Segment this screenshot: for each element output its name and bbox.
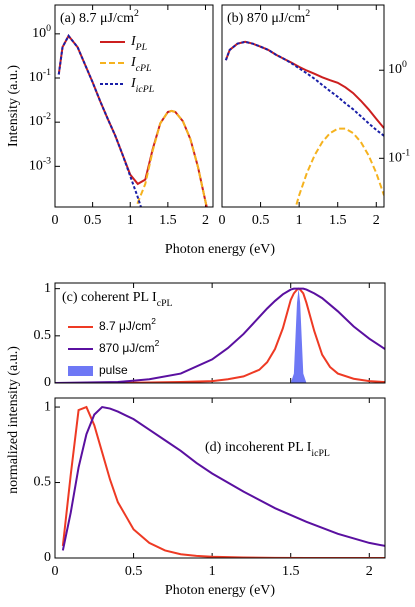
x-tick-label: 1: [127, 213, 134, 228]
x-tick-label: 0.5: [252, 213, 270, 228]
annotation: (a) 8.7 μJ/cm2: [60, 8, 139, 26]
legend-label: 8.7 μJ/cm2: [99, 316, 156, 333]
y-tick-label: 10-3: [29, 155, 51, 173]
line: [136, 109, 208, 207]
line: [224, 40, 384, 137]
x-tick-label: 1.5: [159, 213, 177, 228]
frame: [54, 282, 386, 384]
y-tick-label: 100: [388, 59, 407, 77]
legend-label: IcPL: [130, 55, 151, 74]
y-tick-label: 0: [44, 550, 51, 565]
x-axis-title: Photon energy (eV): [165, 583, 275, 598]
legend-label: pulse: [99, 363, 128, 377]
frame: [54, 4, 214, 208]
x-tick-label: 1.5: [282, 564, 300, 579]
x-axis-title: Photon energy (eV): [165, 242, 275, 257]
frame: [54, 397, 386, 559]
annotation: (d) incoherent PL IicPL: [205, 440, 330, 459]
line: [55, 287, 385, 383]
legend-label: 870 μJ/cm2: [99, 338, 160, 355]
y-tick-label: 1: [44, 281, 51, 296]
x-tick-label: 0.5: [125, 564, 143, 579]
legend-label: IPL: [130, 34, 147, 53]
x-tick-label: 1: [296, 213, 303, 228]
y-tick-label: 10-2: [29, 111, 51, 129]
x-tick-label: 2: [373, 213, 380, 228]
frame: [221, 4, 385, 208]
y-tick-label: 0.5: [34, 328, 52, 343]
y-tick-label: 0.5: [34, 475, 52, 490]
legend-label: IicPL: [130, 76, 154, 95]
annotation: (b) 870 μJ/cm2: [227, 8, 310, 26]
y-tick-label: 10-1: [29, 67, 51, 85]
line: [294, 127, 384, 207]
line: [61, 405, 385, 551]
x-tick-label: 1: [209, 564, 216, 579]
x-tick-label: 2: [202, 213, 209, 228]
legend-swatch: [68, 366, 93, 376]
y-tick-label: 0: [44, 375, 51, 390]
x-tick-label: 0: [52, 213, 59, 228]
y-tick-label: 10-1: [388, 147, 410, 165]
x-tick-label: 2: [366, 564, 373, 579]
area: [290, 288, 307, 383]
x-tick-label: 0.5: [84, 213, 102, 228]
y-axis-title: normalized intensity (a.u.): [6, 346, 21, 494]
annotation: (c) coherent PL IcPL: [62, 290, 173, 309]
x-tick-label: 1.5: [329, 213, 347, 228]
x-tick-label: 0: [52, 564, 59, 579]
line: [57, 34, 143, 207]
y-tick-label: 100: [32, 23, 51, 41]
line: [55, 287, 385, 383]
y-tick-label: 1: [44, 399, 51, 414]
line: [61, 405, 385, 558]
x-tick-label: 0: [219, 213, 226, 228]
y-axis-title: Intensity (a.u.): [6, 65, 21, 147]
